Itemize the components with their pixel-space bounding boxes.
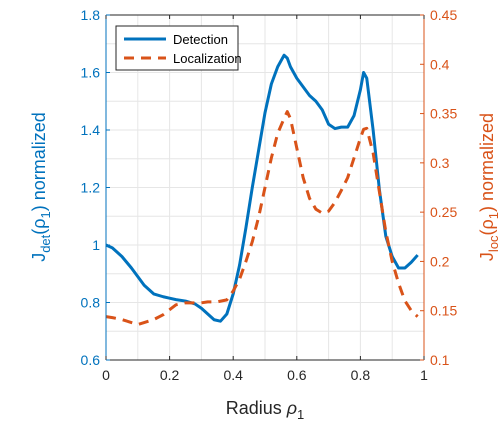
- y-right-tick-label: 0.45: [430, 7, 457, 23]
- y-right-tick-label: 0.25: [430, 204, 457, 220]
- y-right-tick-label: 0.1: [430, 352, 450, 368]
- series-line-detection: [105, 53, 419, 323]
- y-left-axis-label: Jdet(ρ1) normalized: [29, 112, 53, 262]
- y-left-tick-label: 1: [92, 237, 100, 253]
- y-left-tick-label: 0.8: [81, 295, 101, 311]
- x-tick-label: 0: [102, 367, 110, 383]
- legend-box: [115, 25, 239, 71]
- series-layer: [105, 53, 419, 327]
- y-right-axis-label: Jloc(ρ1) normalized: [477, 113, 501, 261]
- y-left-tick-label: 1.8: [81, 7, 101, 23]
- y-left-tick-label: 1.2: [81, 180, 101, 196]
- x-tick-label: 0.6: [287, 367, 307, 383]
- y-left-tick-label: 1.6: [81, 65, 101, 81]
- legend: Detection Localization: [115, 25, 242, 71]
- y-right-tick-label: 0.35: [430, 106, 457, 122]
- y-right-tick-label: 0.3: [430, 155, 450, 171]
- x-axis-label: Radius ρ1: [226, 398, 305, 422]
- x-tick-label: 1: [420, 367, 428, 383]
- y-left-tick-label: 1.4: [81, 122, 101, 138]
- x-tick-label: 0.4: [223, 367, 243, 383]
- y-left-tick-label: 0.6: [81, 352, 101, 368]
- y-right-tick-label: 0.2: [430, 253, 450, 269]
- ticks-layer: 0 0.2 0.4 0.6 0.8 1 0.6 0.8 1 1.2 1.4 1.6 1.8 0.1 0.15…: [81, 7, 458, 383]
- series-line-localization: [105, 110, 419, 327]
- legend-label-localization: Localization: [173, 51, 242, 66]
- y-right-tick-label: 0.4: [430, 56, 450, 72]
- x-tick-label: 0.2: [160, 367, 180, 383]
- legend-label-detection: Detection: [173, 32, 228, 47]
- x-tick-label: 0.8: [351, 367, 371, 383]
- y-right-tick-label: 0.15: [430, 303, 457, 319]
